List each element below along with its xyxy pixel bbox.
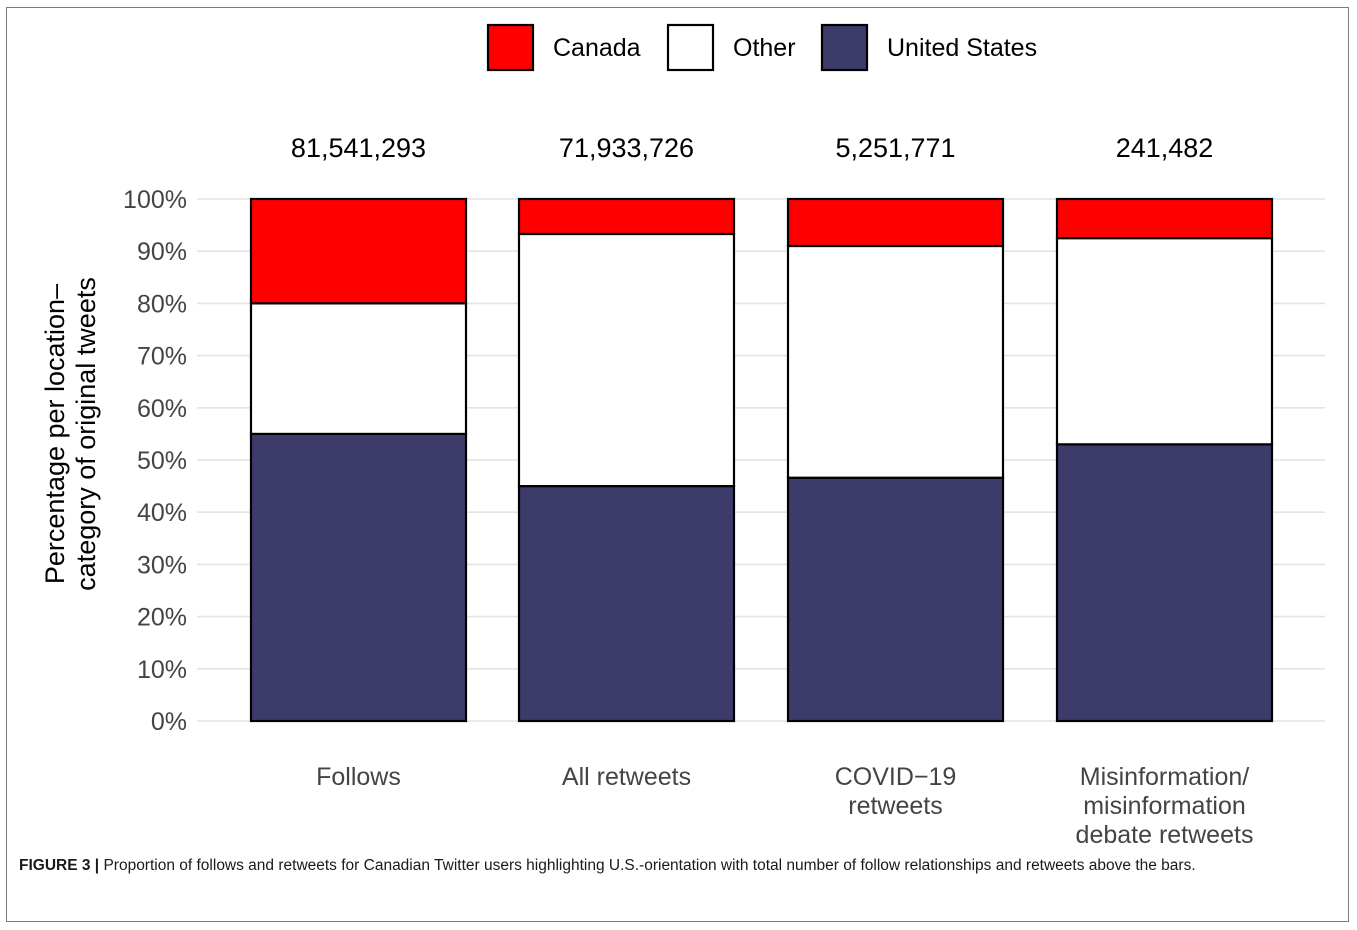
stacked-bar-chart: 0% 10% 20% 30% 40% 50% 60% 70% 80% 90% 100% 81,541,… [40, 23, 1325, 849]
y-tick-label: 70% [137, 343, 187, 371]
caption-label: FIGURE 3 | [19, 857, 100, 874]
legend-label: Other [733, 34, 796, 62]
x-tick-label: COVID−19 [835, 763, 957, 791]
x-tick-label: misinformation [1083, 792, 1246, 820]
y-tick-label: 100% [123, 186, 187, 214]
figure-caption: FIGURE 3 | Proportion of follows and ret… [19, 855, 1329, 877]
bar-segment-canada [786, 197, 1005, 248]
y-tick-label: 20% [137, 604, 187, 632]
legend-swatch-united-states [820, 23, 869, 72]
y-axis-title: category of original tweets [71, 277, 101, 591]
bar-segment-united-states [786, 476, 1005, 723]
y-tick-label: 60% [137, 395, 187, 423]
bar-total-label: 241,482 [1116, 133, 1214, 163]
bar-segment-canada [517, 197, 736, 236]
bar-total-label: 71,933,726 [559, 133, 694, 163]
y-tick-label: 30% [137, 551, 187, 579]
x-tick-label: debate retweets [1076, 821, 1254, 849]
y-tick-label: 40% [137, 499, 187, 527]
y-tick-label: 50% [137, 447, 187, 475]
y-tick-label: 90% [137, 238, 187, 266]
y-axis-title: Percentage per location– [40, 284, 70, 584]
bar-segment-united-states [249, 432, 468, 723]
bar-segment-other [786, 244, 1005, 479]
bar-segment-united-states [1055, 443, 1274, 723]
figure-frame [6, 7, 1349, 922]
y-tick-label: 0% [151, 708, 187, 736]
x-tick-label: Misinformation/ [1080, 763, 1250, 791]
legend-label: United States [887, 34, 1037, 62]
bar-segment-canada [1055, 197, 1274, 240]
x-tick-label: retweets [848, 792, 942, 820]
legend-swatch-other [666, 23, 715, 72]
legend-swatch-canada [486, 23, 535, 72]
legend-label: Canada [553, 34, 641, 62]
bar-total-label: 81,541,293 [291, 133, 426, 163]
bar-segment-canada [249, 197, 468, 305]
bar-segment-united-states [517, 485, 736, 723]
x-tick-label: All retweets [562, 763, 691, 791]
bar-segment-other [1055, 237, 1274, 446]
bar-segment-other [249, 302, 468, 435]
caption-text: Proportion of follows and retweets for C… [99, 857, 1196, 874]
y-tick-label: 80% [137, 290, 187, 318]
x-tick-label: Follows [316, 763, 401, 791]
bar-total-label: 5,251,771 [835, 133, 955, 163]
bar-segment-other [517, 232, 736, 488]
y-tick-label: 10% [137, 656, 187, 684]
